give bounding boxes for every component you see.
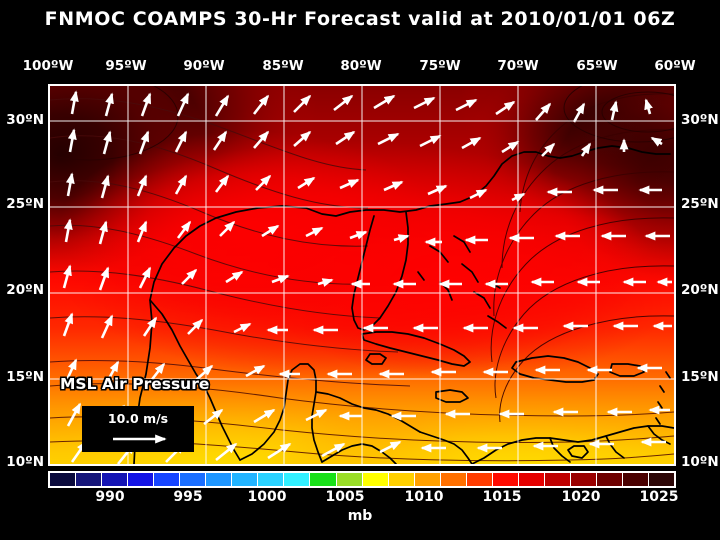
colorbar-swatch-16: [466, 473, 493, 486]
lat-tick-label-right-0: 30ºN: [681, 112, 719, 128]
lat-tick-label-left-2: 20ºN: [6, 282, 44, 298]
colorbar-tick-label-7: 1025: [639, 489, 679, 505]
colorbar-swatch-2: [102, 473, 129, 486]
lat-tick-label-right-1: 25ºN: [681, 196, 719, 212]
lat-tick-label-right-4: 10ºN: [681, 454, 719, 470]
lon-tick-label-1: 95ºW: [105, 58, 147, 74]
colorbar-swatch-13: [388, 473, 415, 486]
lat-tick-label-left-4: 10ºN: [6, 454, 44, 470]
colorbar-unit-label: mb: [347, 508, 373, 524]
colorbar-swatch-7: [232, 473, 259, 486]
lon-tick-label-5: 75ºW: [419, 58, 461, 74]
lon-tick-label-4: 80ºW: [340, 58, 382, 74]
colorbar-swatch-21: [596, 473, 624, 486]
graticule-layer: [50, 86, 674, 464]
colorbar-swatch-12: [362, 473, 389, 486]
pressure-colorbar[interactable]: [48, 471, 676, 488]
lon-tick-label-7: 65ºW: [576, 58, 618, 74]
colorbar-swatch-6: [206, 473, 233, 486]
isobar-contours-east: [490, 93, 674, 423]
colorbar-swatch-15: [440, 473, 467, 486]
coastline-layer: [133, 145, 674, 464]
colorbar-tick-label-3: 1005: [325, 489, 365, 505]
colorbar-tick-label-2: 1000: [247, 489, 287, 505]
colorbar-swatch-5: [180, 473, 207, 486]
pressure-field-map: [50, 86, 674, 464]
lon-tick-label-2: 90ºW: [183, 58, 225, 74]
colorbar-swatch-1: [76, 473, 103, 486]
colorbar-tick-label-5: 1015: [482, 489, 522, 505]
colorbar-swatch-19: [544, 473, 571, 486]
colorbar-swatch-8: [258, 473, 285, 486]
colorbar-swatch-3: [128, 473, 155, 486]
colorbar-swatch-22: [623, 473, 650, 486]
lon-tick-label-6: 70ºW: [497, 58, 539, 74]
colorbar-tick-label-1: 995: [173, 489, 203, 505]
lat-tick-label-left-0: 30ºN: [6, 112, 44, 128]
colorbar-swatch-14: [414, 473, 441, 486]
lon-tick-label-3: 85ºW: [262, 58, 304, 74]
colorbar-swatch-0: [50, 473, 77, 486]
colorbar-tick-label-6: 1020: [561, 489, 601, 505]
colorbar-swatch-18: [518, 473, 545, 486]
wind-speed-key-label: 10.0 m/s: [107, 411, 169, 426]
colorbar-swatch-9: [284, 473, 311, 486]
colorbar-swatch-10: [310, 473, 337, 486]
wind-speed-key-box: 10.0 m/s: [82, 406, 194, 452]
lat-tick-label-right-3: 15ºN: [681, 369, 719, 385]
page-title: FNMOC COAMPS 30-Hr Forecast valid at 201…: [44, 8, 676, 30]
right-arrow-icon: [113, 434, 167, 444]
lat-tick-label-right-2: 20ºN: [681, 282, 719, 298]
colorbar-swatch-17: [492, 473, 519, 486]
lat-tick-label-left-3: 15ºN: [6, 369, 44, 385]
map-panel[interactable]: MSL Air Pressure 10.0 m/s: [48, 84, 676, 466]
lon-tick-label-8: 60ºW: [654, 58, 696, 74]
lat-tick-label-left-1: 25ºN: [6, 196, 44, 212]
colorbar-swatch-23: [649, 473, 675, 486]
colorbar-swatch-20: [570, 473, 597, 486]
colorbar-tick-label-4: 1010: [404, 489, 444, 505]
colorbar-swatch-11: [336, 473, 363, 486]
lon-tick-label-0: 100ºW: [22, 58, 74, 74]
colorbar-tick-label-0: 990: [95, 489, 125, 505]
colorbar-swatch-4: [154, 473, 181, 486]
isobar-contours: [50, 98, 411, 387]
